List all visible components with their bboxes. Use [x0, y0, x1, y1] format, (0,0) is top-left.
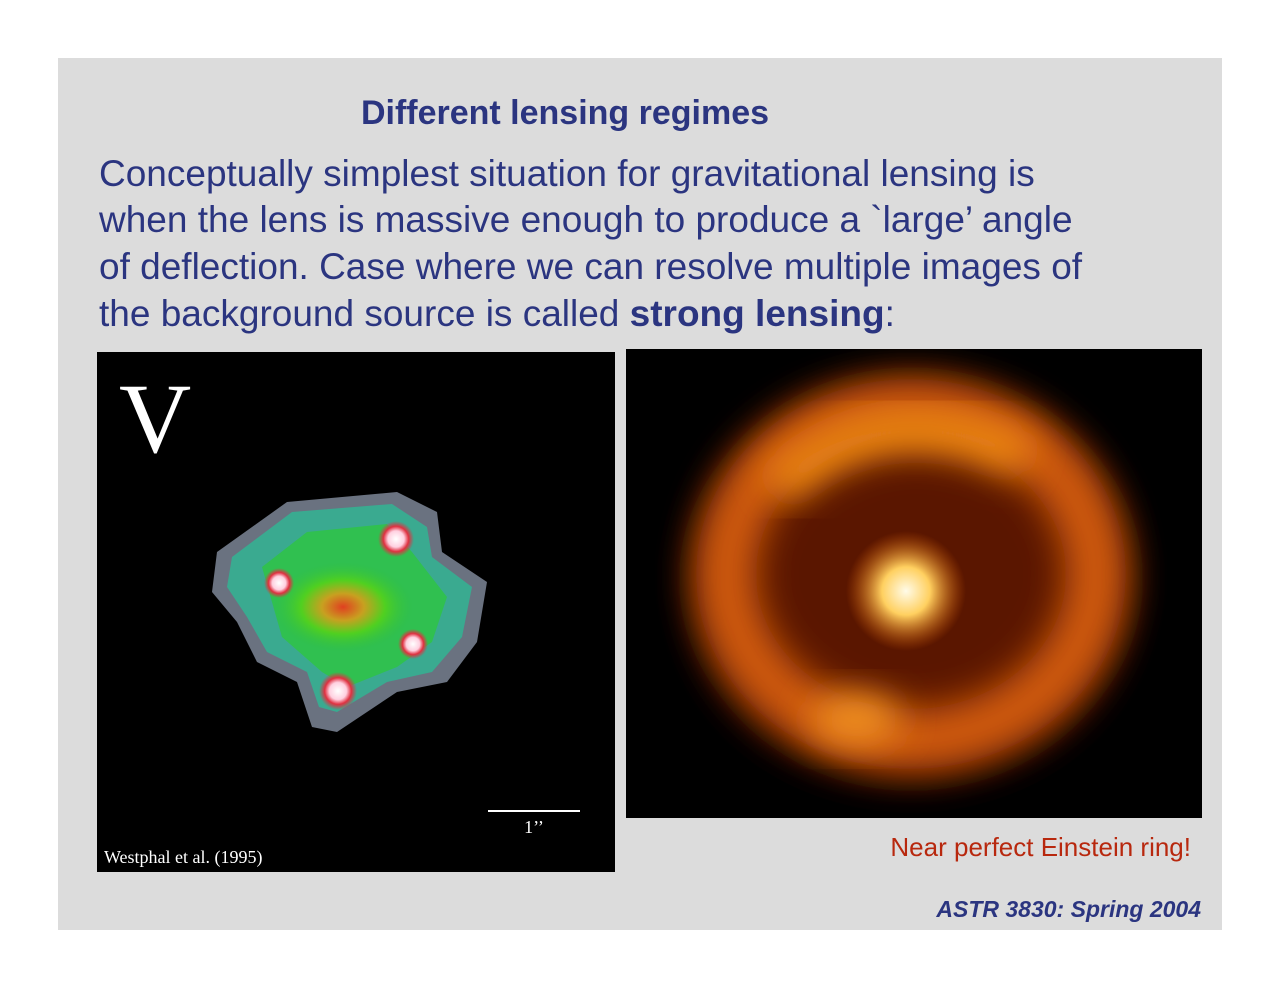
band-label: V: [119, 363, 191, 474]
footer: ASTR 3830: Spring 2004: [936, 896, 1201, 922]
body-line: Conceptually simplest situation for grav…: [99, 153, 1035, 194]
body-line: when the lens is massive enough to produ…: [99, 199, 1073, 240]
body-text: the background source is called: [99, 293, 630, 334]
scale-label: 1’’: [524, 817, 544, 837]
caption: Near perfect Einstein ring!: [890, 832, 1191, 862]
body-bold: strong lensing: [629, 293, 885, 334]
body-line: the background source is called strong l…: [99, 293, 895, 335]
body-text: :: [884, 293, 895, 334]
credit: Westphal et al. (1995): [104, 847, 263, 868]
body-line: of deflection. Case where we can resolve…: [99, 246, 1083, 287]
lens-image: V 1’’ Westphal et al. (1995): [97, 352, 615, 872]
ring-image: [626, 349, 1202, 818]
slide-title: Different lensing regimes: [360, 94, 770, 132]
